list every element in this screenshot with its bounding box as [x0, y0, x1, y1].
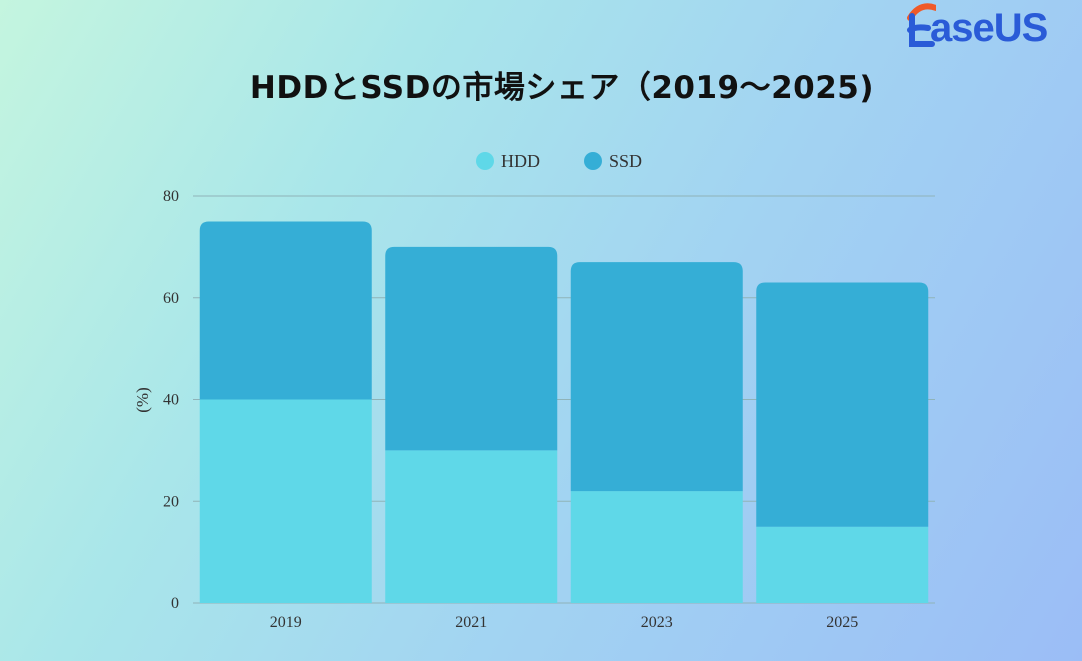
x-axis: 2019 2021 2023 2025 — [270, 614, 859, 631]
bar-ssd-2019 — [199, 221, 372, 400]
brand-logo-icon — [907, 3, 936, 47]
y-tick-label: 20 — [163, 493, 179, 510]
y-tick-label: 0 — [171, 595, 179, 612]
bar-ssd-2021 — [385, 246, 558, 451]
y-axis-label: (%) — [133, 387, 152, 412]
brand-logo-text: aseUS — [930, 6, 1048, 50]
legend-label-hdd: HDD — [501, 151, 540, 171]
legend-label-ssd: SSD — [609, 151, 642, 171]
bars — [199, 221, 929, 603]
x-tick-label: 2025 — [826, 614, 858, 631]
bar-hdd-2025 — [756, 526, 929, 603]
brand-logo: aseUS — [902, 0, 1082, 52]
y-tick-label: 80 — [163, 188, 179, 205]
y-axis: 0 20 40 60 80 — [163, 188, 179, 612]
bar-hdd-2019 — [199, 399, 372, 603]
y-tick-label: 40 — [163, 392, 179, 409]
x-tick-label: 2023 — [641, 614, 673, 631]
legend-swatch-ssd — [584, 152, 602, 170]
y-tick-label: 60 — [163, 290, 179, 307]
x-tick-label: 2021 — [455, 614, 487, 631]
bar-hdd-2021 — [385, 450, 558, 603]
legend: HDD SSD — [476, 151, 642, 171]
bar-ssd-2025 — [756, 282, 929, 527]
bar-ssd-2023 — [570, 262, 743, 492]
chart-title: HDDとSSDの市場シェア（2019～2025) — [249, 70, 875, 106]
legend-swatch-hdd — [476, 152, 494, 170]
x-tick-label: 2019 — [270, 614, 302, 631]
bar-hdd-2023 — [570, 491, 743, 603]
